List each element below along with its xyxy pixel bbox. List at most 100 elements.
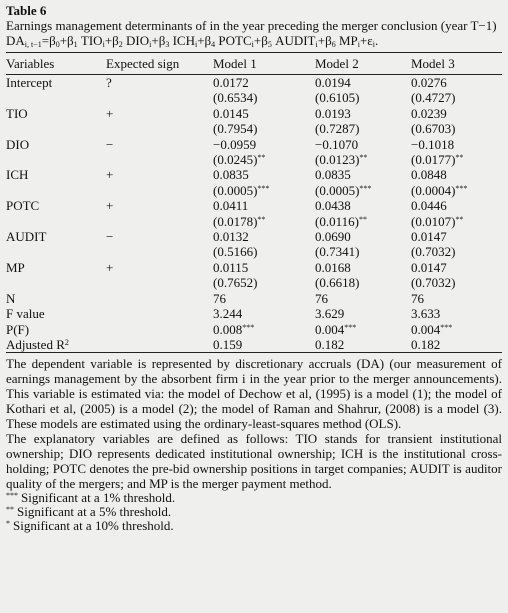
table-cell: (0.7954) xyxy=(213,121,315,136)
cell-text: (0.7652) xyxy=(213,275,258,291)
cell-text: 0.004 xyxy=(411,321,441,337)
formula-term: =β xyxy=(41,33,56,48)
cell-text: 0.0239 xyxy=(411,105,447,121)
table-cell: (0.0005)*** xyxy=(315,183,411,198)
table-cell: P(F) xyxy=(6,322,103,337)
formula-term: +β xyxy=(317,33,332,48)
table-cell xyxy=(103,244,213,259)
footnote: ** Significant at a 5% threshold. xyxy=(6,505,502,519)
cell-text: 0.0168 xyxy=(315,259,351,275)
table-row: P(F) 0.008*** 0.004*** 0.004*** xyxy=(6,322,502,337)
cell-text: 0.0145 xyxy=(213,105,249,121)
table-cell: (0.0177)** xyxy=(411,152,502,167)
table-row: (0.7652) (0.6618) (0.7032) xyxy=(6,275,502,290)
formula-subscript: i xyxy=(149,40,152,49)
cell-text: −0.1070 xyxy=(315,136,359,152)
table-cell: 0.182 xyxy=(315,337,411,353)
cell-text: ? xyxy=(106,75,112,90)
formula-term: DA xyxy=(6,33,25,48)
significance-mark: ** xyxy=(257,214,266,224)
cell-text: 3.244 xyxy=(213,306,243,322)
significance-mark: ** xyxy=(455,214,464,224)
cell-text: − xyxy=(106,229,114,245)
cell-text: − xyxy=(106,136,114,152)
formula-term: +β xyxy=(197,33,212,48)
table-cell: MP xyxy=(6,260,103,275)
header-row: Variables Expected sign Model 1 Model 2 Mode… xyxy=(6,52,502,75)
cell-text: (0.6105) xyxy=(315,90,360,106)
cell-text: 76 xyxy=(411,290,424,306)
cell-text: 0.0172 xyxy=(213,75,249,90)
cell-text: 0.0438 xyxy=(315,198,351,214)
significance-mark: *** xyxy=(440,322,453,332)
formula-term: +β xyxy=(151,33,166,48)
caption-text: Earnings management determinants of in t… xyxy=(6,18,497,33)
table-cell: (0.0123)** xyxy=(315,152,411,167)
table-cell: POTC xyxy=(6,198,103,213)
table-cell xyxy=(103,183,213,198)
table-cell: 0.004*** xyxy=(411,322,502,337)
table-cell xyxy=(6,152,103,167)
cell-text: (0.7032) xyxy=(411,275,456,291)
table-row: POTC +0.0411 0.0438 0.0446 xyxy=(6,198,502,213)
table-cell: (0.6105) xyxy=(315,90,411,105)
formula-term: ICH xyxy=(169,33,195,48)
cell-text: (0.6534) xyxy=(213,90,258,106)
table-cell: 0.0690 xyxy=(315,229,411,244)
column-header: Model 2 xyxy=(315,52,411,75)
table-cell: 76 xyxy=(411,291,502,306)
cell-text: 76 xyxy=(213,290,226,306)
cell-text: (0.0116) xyxy=(315,213,359,229)
table-cell: + xyxy=(103,260,213,275)
formula-subscript: 5 xyxy=(267,40,272,49)
table-row: (0.6534) (0.6105) (0.4727) xyxy=(6,90,502,105)
cell-text: (0.6703) xyxy=(411,121,456,137)
table-cell: (0.6703) xyxy=(411,121,502,136)
cell-text: 0.0835 xyxy=(315,167,351,183)
table-cell: 0.0193 xyxy=(315,106,411,121)
cell-text: −0.1018 xyxy=(411,136,455,152)
formula-subscript: i xyxy=(251,40,254,49)
table-cell: − xyxy=(103,229,213,244)
cell-text: (0.0107) xyxy=(411,213,456,229)
footnote-text: Significant at a 10% threshold. xyxy=(13,518,174,534)
cell-text: (0.0004) xyxy=(411,182,456,198)
table-cell: 3.633 xyxy=(411,306,502,321)
formula-term: DIO xyxy=(122,33,150,48)
cell-text: + xyxy=(106,259,114,275)
table-cell: 0.0835 xyxy=(315,167,411,182)
cell-text: + xyxy=(106,167,114,183)
cell-text: 3.629 xyxy=(315,306,345,322)
table-row: Intercept? 0.0172 0.0194 0.0276 xyxy=(6,75,502,91)
table-cell: (0.6534) xyxy=(213,90,315,105)
table-cell: (0.7032) xyxy=(411,244,502,259)
page: Table 6 Earnings management determinants… xyxy=(6,3,502,534)
cell-text: (0.7287) xyxy=(315,121,360,137)
table-cell: N xyxy=(6,291,103,306)
significance-mark: ** xyxy=(455,153,464,163)
formula-subscript: i xyxy=(357,40,360,49)
table-cell xyxy=(103,291,213,306)
note-paragraph: The explanatory variables are defined as… xyxy=(6,431,502,492)
column-header: Expected sign xyxy=(103,52,213,75)
formula-subscript: 4 xyxy=(211,40,216,49)
cell-text: (0.0177) xyxy=(411,152,456,168)
column-header: Model 1 xyxy=(213,52,315,75)
table-cell: 0.159 xyxy=(213,337,315,353)
formula-term: AUDIT xyxy=(271,33,316,48)
formula-subscript: i, t−1 xyxy=(24,40,42,49)
cell-text: 0.159 xyxy=(213,336,243,352)
cell-text: + xyxy=(106,105,114,121)
table-cell xyxy=(103,275,213,290)
table-cell xyxy=(6,275,103,290)
table-cell xyxy=(103,306,213,321)
table-cell xyxy=(6,183,103,198)
cell-text: N xyxy=(6,290,16,306)
table-cell: + xyxy=(103,106,213,121)
cell-text: (0.4727) xyxy=(411,90,456,106)
table-cell: TIO xyxy=(6,106,103,121)
table-row: (0.0245)** (0.0123)** (0.0177)** xyxy=(6,152,502,167)
footnote-text: Significant at a 1% threshold. xyxy=(21,490,176,506)
formula-subscript: 2 xyxy=(118,40,123,49)
table-cell xyxy=(103,90,213,105)
